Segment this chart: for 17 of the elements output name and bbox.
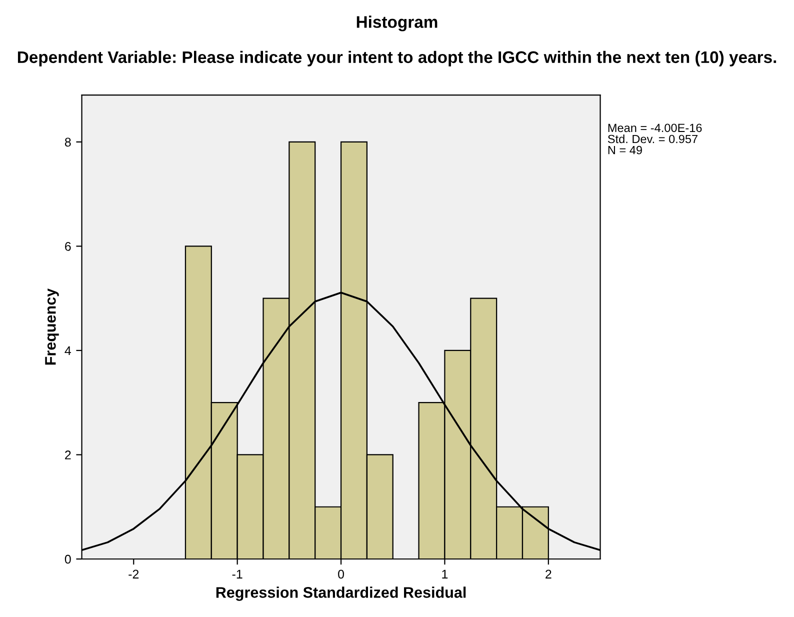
x-tick-label: -1 (232, 570, 242, 578)
y-tick-label: 6 (65, 242, 71, 251)
x-tick-label: -2 (128, 570, 139, 578)
chart-subtitle: Dependent Variable: Please indicate your intent to adopt the IGCC within the next ten (10) years. (18, 50, 776, 66)
text: N = 49 (608, 146, 642, 154)
y-tick-label: 0 (64, 554, 71, 564)
chart-title: Histogram (356, 16, 438, 32)
x-tick-label: 2 (546, 570, 552, 578)
text: Std. Dev. = 0.957 (608, 134, 698, 144)
y-tick-label: 2 (65, 450, 71, 460)
x-tick-label: 0 (338, 570, 344, 579)
text: Mean = -4.00E-16 (608, 124, 702, 132)
y-tick-label: 8 (64, 138, 71, 147)
y-axis-title: Frequency (45, 288, 59, 365)
x-tick-label: 1 (442, 570, 448, 578)
x-axis-title: Regression Standardized Residual (216, 586, 466, 601)
y-tick-label: 4 (64, 346, 71, 355)
